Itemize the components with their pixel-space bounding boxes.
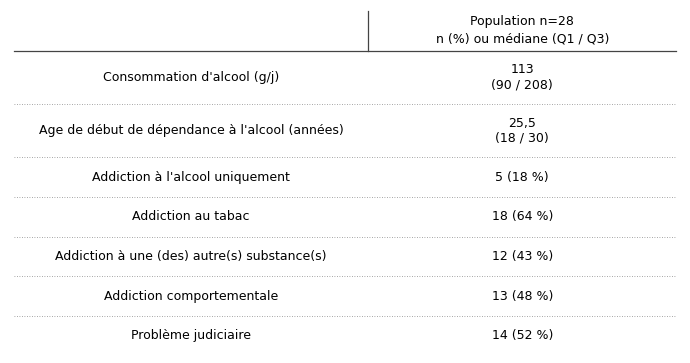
Text: Addiction comportementale: Addiction comportementale — [104, 290, 278, 303]
Text: Addiction à une (des) autre(s) substance(s): Addiction à une (des) autre(s) substance… — [55, 250, 327, 263]
Text: Addiction à l'alcool uniquement: Addiction à l'alcool uniquement — [92, 171, 290, 184]
Text: Consommation d'alcool (g/j): Consommation d'alcool (g/j) — [103, 71, 279, 84]
Text: Problème judiciaire: Problème judiciaire — [131, 329, 251, 342]
Text: 12 (43 %): 12 (43 %) — [491, 250, 553, 263]
Text: 18 (64 %): 18 (64 %) — [491, 211, 553, 224]
Text: n (%) ou médiane (Q1 / Q3): n (%) ou médiane (Q1 / Q3) — [435, 33, 609, 46]
Text: Age de début de dépendance à l'alcool (années): Age de début de dépendance à l'alcool (a… — [39, 124, 344, 137]
Text: 14 (52 %): 14 (52 %) — [491, 329, 553, 342]
Text: 113
(90 / 208): 113 (90 / 208) — [491, 63, 553, 91]
Text: 5 (18 %): 5 (18 %) — [495, 171, 549, 184]
Text: 25,5
(18 / 30): 25,5 (18 / 30) — [495, 117, 549, 145]
Text: Population n=28: Population n=28 — [471, 16, 574, 28]
Text: Addiction au tabac: Addiction au tabac — [132, 211, 250, 224]
Text: 13 (48 %): 13 (48 %) — [491, 290, 553, 303]
